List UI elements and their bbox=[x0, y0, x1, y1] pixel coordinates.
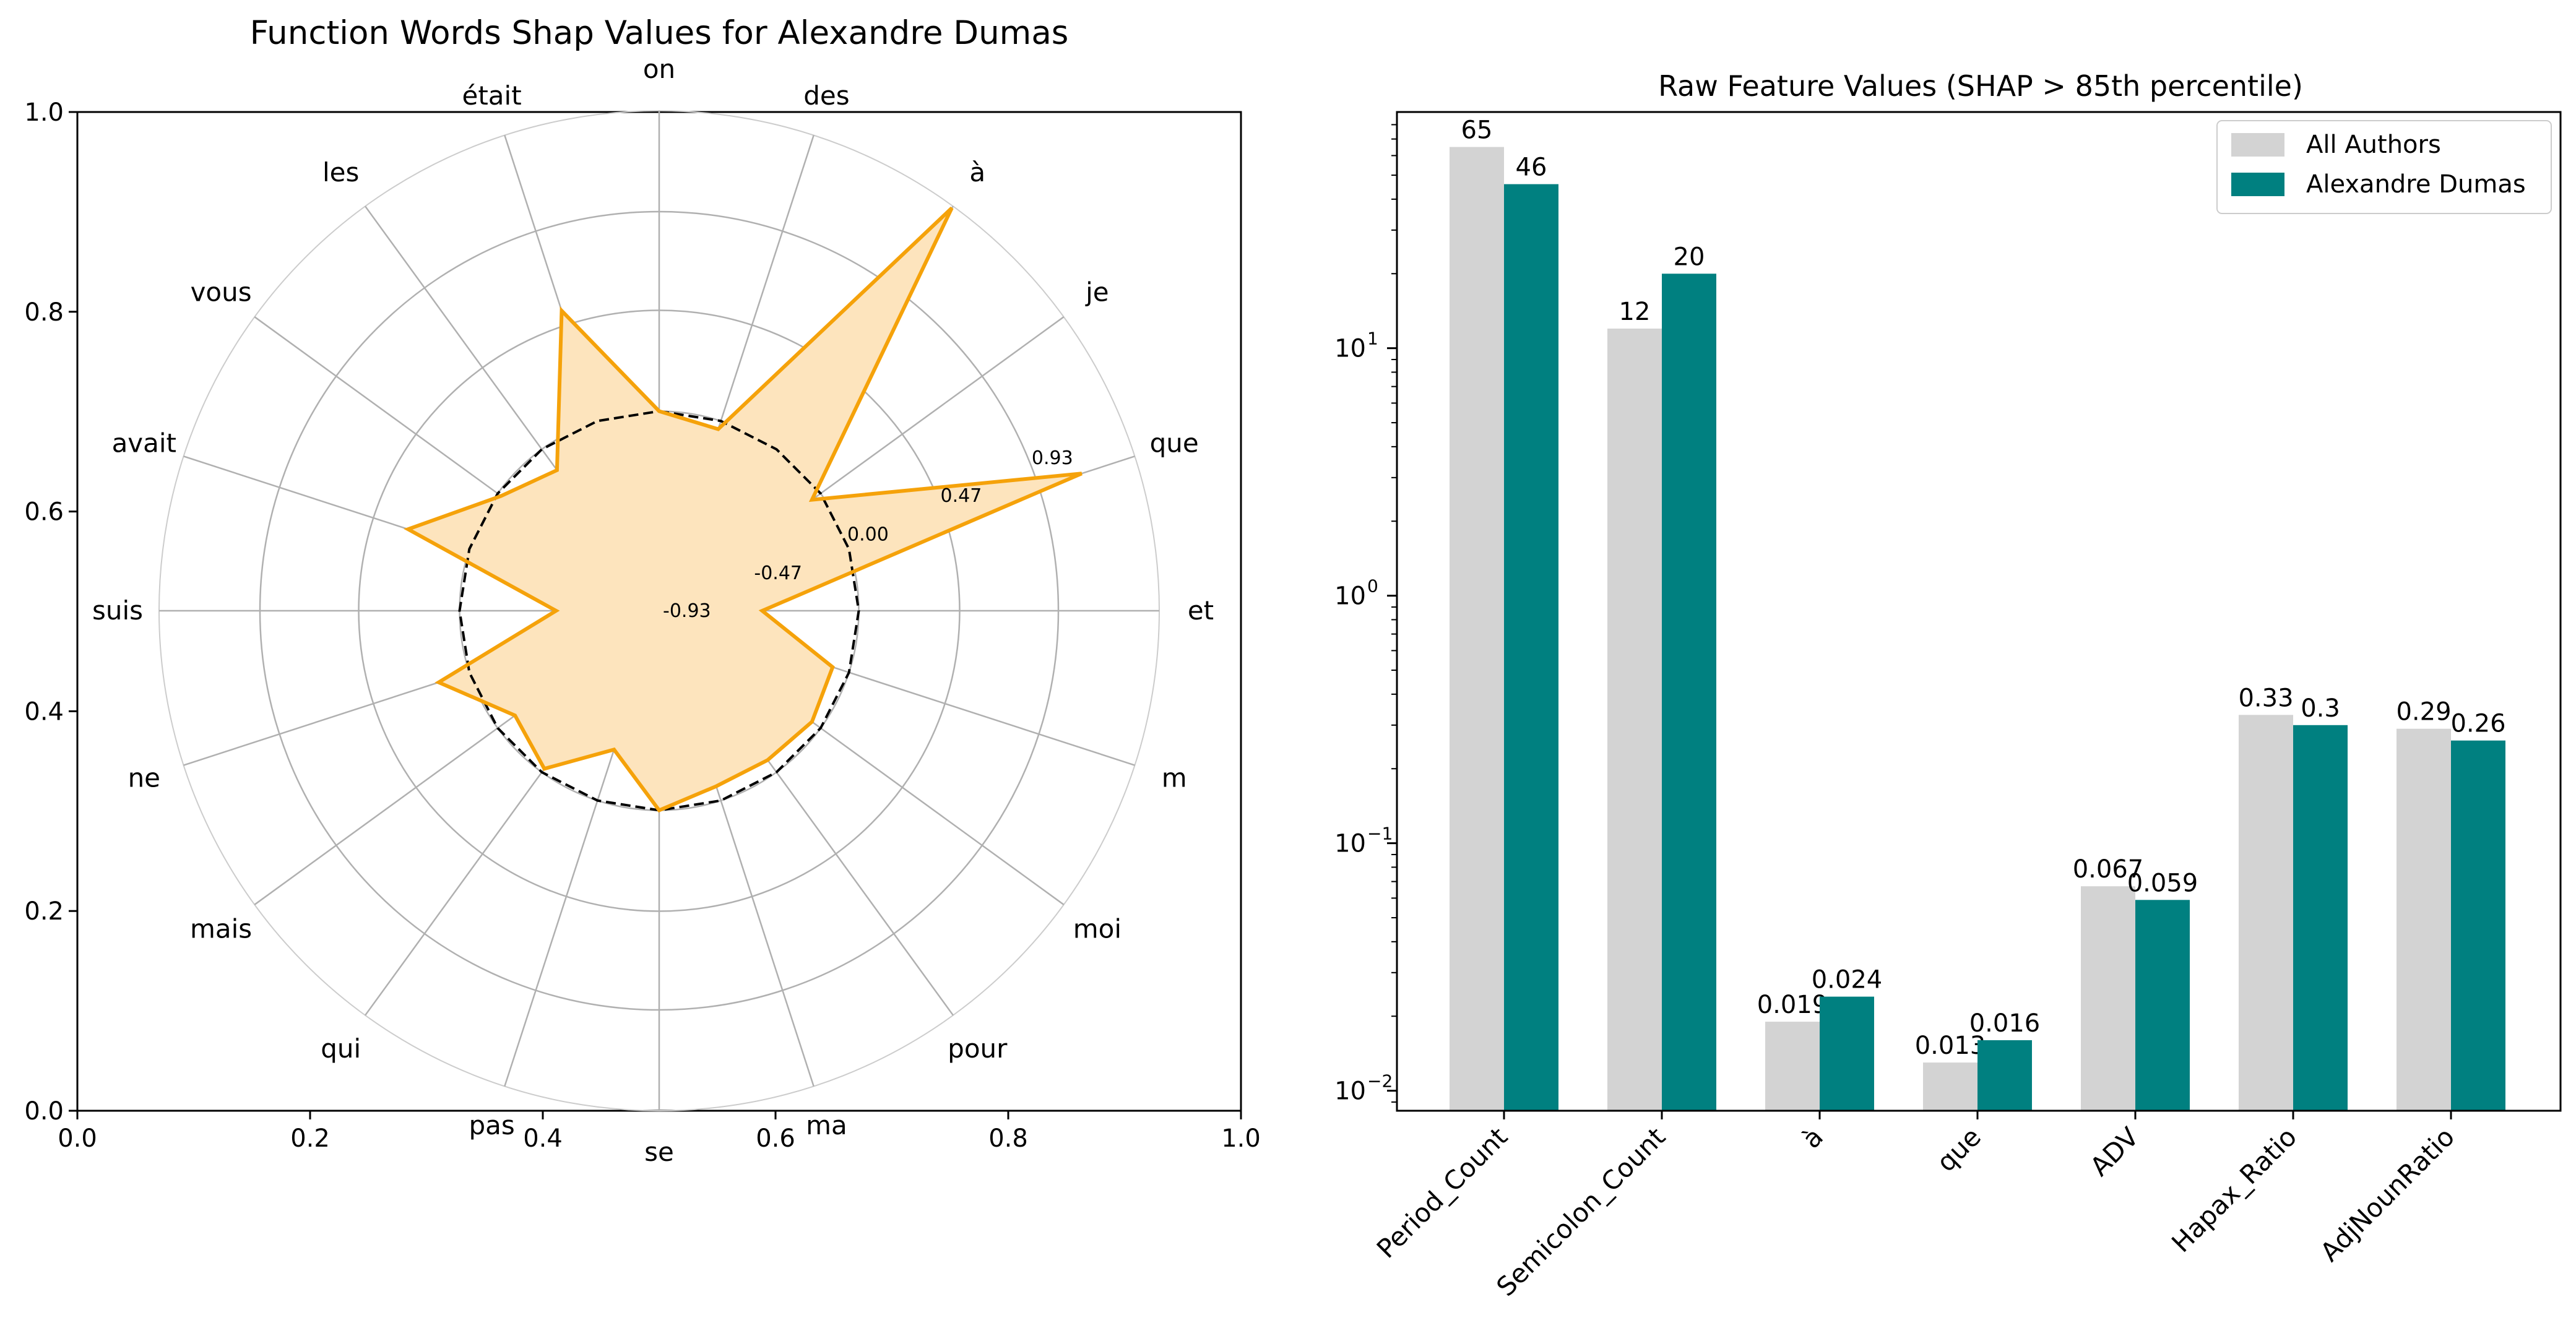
bar-y-tick-label: 10 bbox=[1334, 830, 1366, 858]
radar-title: Function Words Shap Values for Alexandre… bbox=[250, 14, 1069, 52]
bar-x-tick-label: AdjNounRatio bbox=[2314, 1121, 2460, 1267]
radar-category-label: les bbox=[322, 157, 359, 187]
bar-plot-frame bbox=[1396, 111, 2562, 1112]
bar-data-label: 0.29 bbox=[2396, 698, 2451, 726]
bar-y-tick-exponent: 1 bbox=[1367, 329, 1378, 349]
radar-category-label: des bbox=[803, 80, 849, 111]
bar-all-authors bbox=[2081, 886, 2135, 1111]
radar-y-tick-label: 0.0 bbox=[24, 1097, 64, 1126]
radar-y-tick-label: 0.6 bbox=[24, 498, 64, 527]
radar-radial-tick-label: 0.93 bbox=[1032, 447, 1073, 469]
bar-alexandre-dumas bbox=[2135, 900, 2190, 1111]
radar-category-label: et bbox=[1188, 595, 1214, 626]
bar-y-tick-exponent: 0 bbox=[1367, 576, 1378, 597]
radar-radial-tick-label: -0.93 bbox=[663, 600, 711, 622]
bar-data-label: 0.024 bbox=[1812, 966, 1883, 994]
bar-all-authors bbox=[1923, 1062, 1977, 1111]
bar-data-label: 12 bbox=[1619, 298, 1651, 326]
radar-y-tick-label: 0.2 bbox=[24, 897, 64, 926]
bar-x-tick-label: Hapax_Ratio bbox=[2166, 1121, 2302, 1258]
bar-all-authors bbox=[1765, 1022, 1820, 1111]
bar-data-label: 0.019 bbox=[1757, 991, 1828, 1019]
radar-category-label: pour bbox=[948, 1033, 1008, 1064]
bar-alexandre-dumas bbox=[1662, 274, 1716, 1111]
legend: All Authors Alexandre Dumas bbox=[2216, 120, 2552, 214]
radar-category-label: ne bbox=[128, 762, 160, 793]
radar-category-label: que bbox=[1150, 428, 1199, 459]
radar-y-tick-label: 0.4 bbox=[24, 697, 64, 726]
bar-data-label: 0.016 bbox=[1969, 1009, 2041, 1038]
radar-category-label: à bbox=[969, 157, 985, 187]
radar-x-tick-label: 0.8 bbox=[988, 1124, 1028, 1153]
bar-data-label: 20 bbox=[1674, 243, 1705, 271]
bar-all-authors bbox=[2397, 728, 2451, 1111]
bar-alexandre-dumas bbox=[2293, 725, 2348, 1111]
bar-x-tick-label: Period_Count bbox=[1371, 1121, 1513, 1264]
radar-radial-tick-label: 0.00 bbox=[847, 524, 889, 546]
radar-x-tick-label: 0.6 bbox=[756, 1124, 795, 1153]
radar-x-tick-label: 1.0 bbox=[1221, 1124, 1261, 1153]
bar-data-label: 46 bbox=[1516, 153, 1547, 182]
bar-y-tick-label: 10 bbox=[1334, 1077, 1366, 1106]
radar-category-label: mais bbox=[190, 913, 252, 944]
bar-y-tick-exponent: −1 bbox=[1367, 824, 1393, 844]
bar-data-label: 0.26 bbox=[2450, 710, 2505, 738]
bar-data-label: 0.059 bbox=[2127, 869, 2198, 897]
radar-category-label: se bbox=[644, 1137, 674, 1167]
bar-x-tick-label: que bbox=[1930, 1121, 1987, 1178]
bar-data-label: 65 bbox=[1461, 116, 1493, 145]
radar-y-tick-label: 1.0 bbox=[24, 98, 64, 127]
legend-box bbox=[2216, 120, 2552, 214]
radar-category-label: avait bbox=[112, 428, 176, 459]
radar-radial-tick-label: 0.47 bbox=[941, 485, 982, 507]
legend-label: All Authors bbox=[2306, 131, 2441, 159]
legend-swatch bbox=[2231, 173, 2284, 196]
radar-chart: Function Words Shap Values for Alexandre… bbox=[24, 14, 1260, 1167]
bar-all-authors bbox=[1450, 147, 1504, 1111]
bar-y-tick-exponent: −2 bbox=[1367, 1071, 1393, 1092]
legend-swatch bbox=[2231, 133, 2284, 157]
bar-x-tick-label: Semicolon_Count bbox=[1490, 1121, 1671, 1302]
radar-category-label: qui bbox=[321, 1033, 361, 1064]
radar-category-label: était bbox=[462, 80, 522, 111]
radar-category-label: pas bbox=[469, 1110, 514, 1140]
bar-data-label: 0.013 bbox=[1915, 1032, 1986, 1060]
radar-category-label: vous bbox=[191, 277, 252, 308]
bar-data-label: 0.3 bbox=[2301, 694, 2340, 723]
radar-x-tick-label: 0.4 bbox=[523, 1124, 563, 1153]
radar-category-label: je bbox=[1085, 277, 1109, 308]
bar-all-authors bbox=[1607, 329, 1662, 1111]
bar-x-tick-label: ADV bbox=[2084, 1121, 2145, 1182]
bar-chart: Raw Feature Values (SHAP > 85th percenti… bbox=[1334, 69, 2562, 1302]
radar-x-tick-label: 0.2 bbox=[290, 1124, 330, 1153]
bar-data-label: 0.33 bbox=[2238, 684, 2293, 712]
bar-alexandre-dumas bbox=[2451, 740, 2505, 1111]
legend-label: Alexandre Dumas bbox=[2306, 170, 2526, 199]
bar-title: Raw Feature Values (SHAP > 85th percenti… bbox=[1658, 69, 2303, 103]
bar-alexandre-dumas bbox=[1977, 1040, 2032, 1111]
bar-x-tick-label: à bbox=[1796, 1121, 1829, 1154]
bar-data-label: 0.067 bbox=[2073, 855, 2144, 884]
radar-category-label: on bbox=[643, 54, 675, 84]
bar-alexandre-dumas bbox=[1820, 996, 1874, 1111]
bar-y-tick-label: 10 bbox=[1334, 335, 1366, 363]
bar-y-tick-label: 10 bbox=[1334, 582, 1366, 611]
radar-fill-area bbox=[408, 208, 1082, 811]
radar-y-tick-label: 0.8 bbox=[24, 298, 64, 327]
radar-category-label: ma bbox=[806, 1110, 847, 1140]
radar-category-label: suis bbox=[92, 595, 143, 626]
radar-x-tick-label: 0.0 bbox=[58, 1124, 97, 1153]
radar-category-label: m bbox=[1162, 762, 1187, 793]
radar-radial-tick-label: -0.47 bbox=[754, 562, 802, 584]
bar-alexandre-dumas bbox=[1504, 184, 1558, 1111]
bar-all-authors bbox=[2239, 715, 2293, 1111]
radar-category-label: moi bbox=[1073, 913, 1122, 944]
